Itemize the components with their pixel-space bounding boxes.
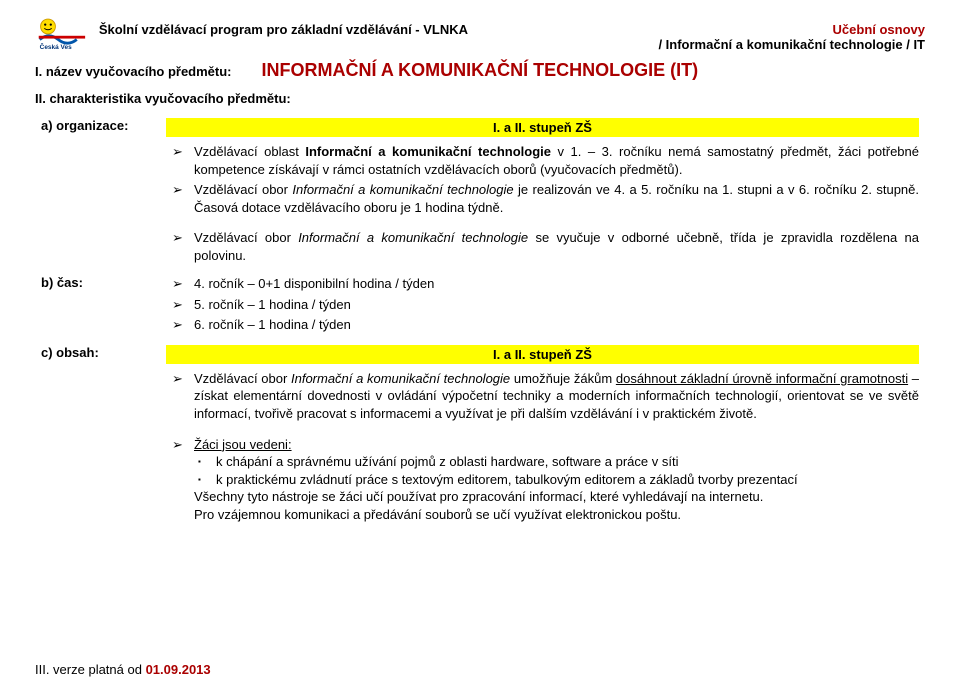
c-sub-2: k praktickému zvládnutí práce s textovým… bbox=[216, 471, 919, 489]
footer-version: III. verze platná od 01.09.2013 bbox=[35, 662, 211, 677]
c-tail-1: Všechny tyto nástroje se žáci učí použív… bbox=[194, 488, 919, 506]
row-c-label: c) obsah: bbox=[35, 341, 160, 530]
c-bullet-2: Žáci jsou vedeni: k chápání a správnému … bbox=[194, 436, 919, 524]
row-b-content: 4. ročník – 0+1 disponibilní hodina / tý… bbox=[160, 271, 925, 341]
row-b-label: b) čas: bbox=[35, 271, 160, 341]
subject-name-value: INFORMAČNÍ A KOMUNIKAČNÍ TECHNOLOGIE (IT… bbox=[262, 60, 699, 81]
row-a-banner: I. a II. stupeň ZŠ bbox=[166, 118, 919, 137]
program-title: Školní vzdělávací program pro základní v… bbox=[99, 22, 468, 52]
b-item-1: 4. ročník – 0+1 disponibilní hodina / tý… bbox=[194, 275, 919, 293]
a-bullet-1: Vzdělávací oblast Informační a komunikač… bbox=[194, 143, 919, 178]
subject-name-row: I. název vyučovacího předmětu: INFORMAČN… bbox=[35, 60, 925, 81]
header-right: Učební osnovy / Informační a komunikační… bbox=[658, 22, 925, 52]
subject-name-label: I. název vyučovacího předmětu: bbox=[35, 64, 232, 79]
row-c-banner: I. a II. stupeň ZŠ bbox=[166, 345, 919, 364]
b-item-3: 6. ročník – 1 hodina / týden bbox=[194, 316, 919, 334]
path-label: / Informační a komunikační technologie /… bbox=[658, 37, 925, 52]
content-table: a) organizace: I. a II. stupeň ZŠ Vzdělá… bbox=[35, 114, 925, 530]
page-header: Česká Ves Školní vzdělávací program pro … bbox=[35, 12, 925, 54]
c-sub-1: k chápání a správnému užívání pojmů z ob… bbox=[216, 453, 919, 471]
characteristic-label: II. charakteristika vyučovacího předmětu… bbox=[35, 91, 925, 106]
a-bullet-3: Vzdělávací obor Informační a komunikační… bbox=[194, 229, 919, 264]
b-item-2: 5. ročník – 1 hodina / týden bbox=[194, 296, 919, 314]
osnovy-label: Učební osnovy bbox=[658, 22, 925, 37]
row-a-label: a) organizace: bbox=[35, 114, 160, 271]
svg-text:Česká Ves: Česká Ves bbox=[40, 42, 72, 51]
c-bullet-1: Vzdělávací obor Informační a komunikační… bbox=[194, 370, 919, 423]
a-bullet-2: Vzdělávací obor Informační a komunikační… bbox=[194, 181, 919, 216]
school-logo-icon: Česká Ves bbox=[35, 12, 89, 54]
row-c-content: I. a II. stupeň ZŠ Vzdělávací obor Infor… bbox=[160, 341, 925, 530]
c-tail-2: Pro vzájemnou komunikaci a předávání sou… bbox=[194, 506, 919, 524]
row-a-content: I. a II. stupeň ZŠ Vzdělávací oblast Inf… bbox=[160, 114, 925, 271]
